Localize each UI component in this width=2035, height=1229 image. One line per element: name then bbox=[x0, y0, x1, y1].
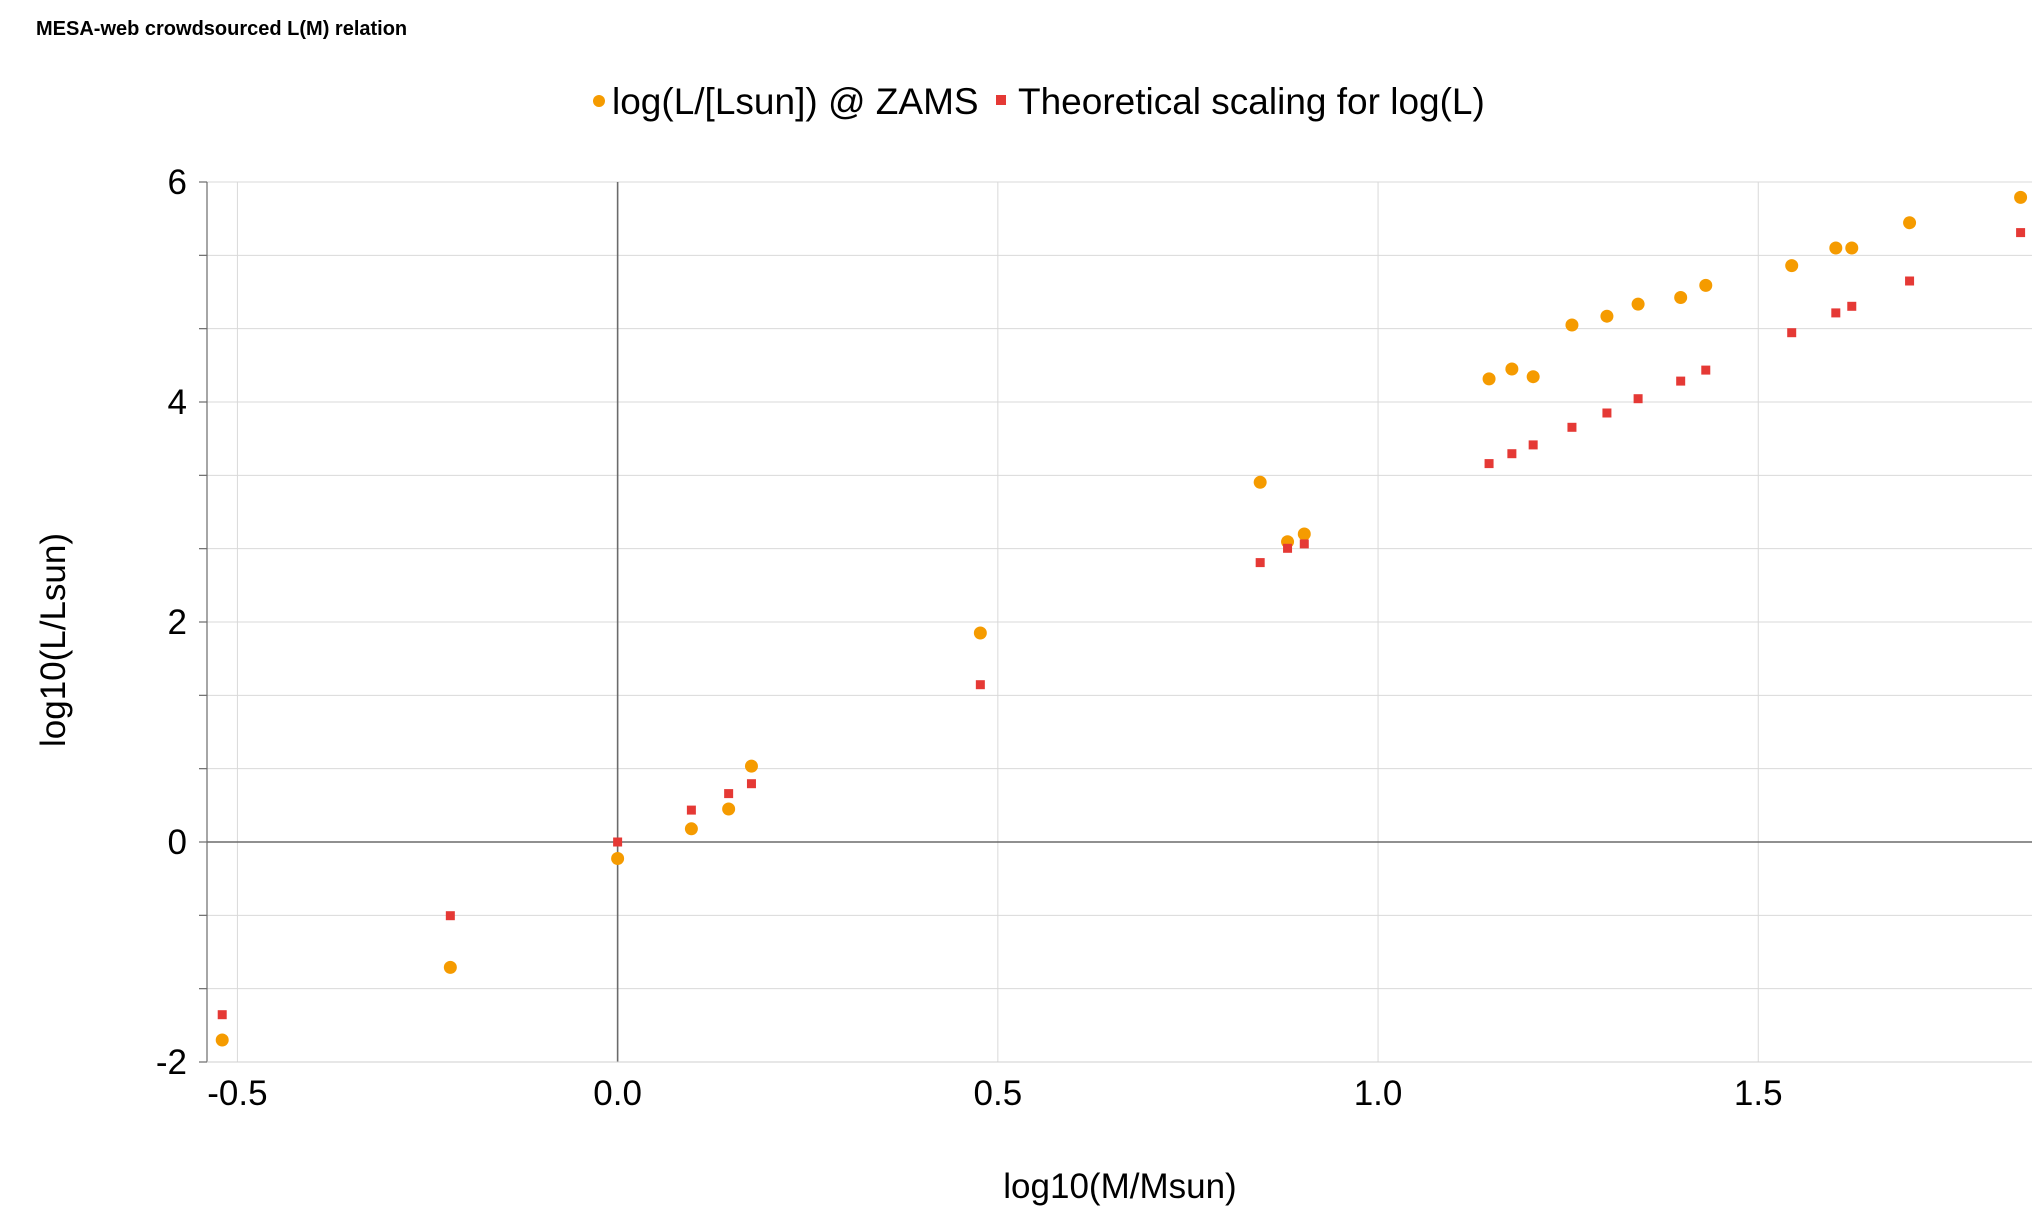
chart-title: MESA-web crowdsourced L(M) relation bbox=[36, 18, 407, 40]
data-point-zams bbox=[1297, 527, 1311, 541]
tick-labels: -2 0 2 4 6 -0.5 0.0 0.5 1.0 1.5 bbox=[156, 163, 1783, 1113]
data-point-zams bbox=[1631, 297, 1645, 311]
x-tick-label: 1.5 bbox=[1734, 1074, 1783, 1113]
data-point-theory bbox=[1528, 440, 1538, 450]
data-point-theory bbox=[1847, 301, 1857, 311]
data-point-theory bbox=[1299, 539, 1309, 549]
y-tick-label: 0 bbox=[168, 823, 187, 862]
data-point-zams bbox=[1526, 370, 1540, 384]
data-point-zams bbox=[2014, 190, 2028, 204]
data-point-theory bbox=[217, 1010, 227, 1020]
axes bbox=[199, 181, 2032, 1063]
y-tick-label: 6 bbox=[168, 163, 187, 202]
y-tick-label: -2 bbox=[156, 1043, 187, 1082]
data-point-zams bbox=[1565, 318, 1579, 332]
x-tick-label: 0.0 bbox=[593, 1074, 642, 1113]
data-point-theory bbox=[613, 837, 623, 847]
data-point-zams bbox=[1600, 309, 1614, 323]
data-point-theory bbox=[2016, 228, 2026, 238]
data-point-theory bbox=[1905, 276, 1915, 286]
data-point-zams bbox=[1674, 291, 1688, 304]
grid-lines bbox=[207, 181, 2032, 1063]
data-point-theory bbox=[686, 805, 696, 815]
data-point-theory bbox=[1602, 408, 1612, 418]
data-point-theory bbox=[1676, 376, 1686, 386]
data-point-theory bbox=[1831, 308, 1841, 318]
data-point-theory bbox=[1633, 394, 1643, 404]
x-tick-label: -0.5 bbox=[207, 1074, 267, 1113]
data-point-zams bbox=[684, 822, 698, 836]
data-point-theory bbox=[724, 789, 734, 799]
data-point-zams bbox=[443, 960, 457, 974]
x-tick-label: 0.5 bbox=[974, 1074, 1023, 1113]
y-tick-label: 2 bbox=[168, 603, 187, 642]
data-point-zams bbox=[215, 1033, 229, 1047]
data-point-zams bbox=[611, 852, 625, 865]
x-tick-label: 1.0 bbox=[1354, 1074, 1403, 1113]
data-point-zams bbox=[973, 626, 987, 640]
data-point-zams bbox=[1505, 362, 1519, 376]
legend: log(L/[Lsun]) @ ZAMS Theoretical scaling… bbox=[593, 81, 1485, 122]
data-points bbox=[215, 190, 2028, 1047]
legend-label-zams: log(L/[Lsun]) @ ZAMS bbox=[612, 81, 979, 122]
legend-marker-zams bbox=[593, 95, 605, 107]
legend-label-theory: Theoretical scaling for log(L) bbox=[1018, 81, 1485, 122]
y-tick-label: 4 bbox=[168, 383, 187, 422]
data-point-theory bbox=[1283, 543, 1293, 553]
x-axis-title: log10(M/Msun) bbox=[1003, 1167, 1236, 1206]
data-point-theory bbox=[975, 680, 985, 690]
data-point-theory bbox=[746, 779, 756, 789]
data-point-theory bbox=[1484, 459, 1494, 469]
data-point-theory bbox=[1507, 449, 1517, 459]
y-axis-title: log10(L/Lsun) bbox=[34, 533, 73, 747]
data-point-zams bbox=[744, 759, 758, 773]
data-point-zams bbox=[1482, 372, 1496, 386]
data-point-theory bbox=[1701, 365, 1711, 375]
data-point-zams bbox=[1829, 241, 1843, 255]
data-point-theory bbox=[445, 911, 455, 921]
data-point-zams bbox=[1253, 475, 1267, 489]
legend-marker-theory bbox=[996, 95, 1006, 105]
data-point-theory bbox=[1787, 328, 1797, 338]
data-point-zams bbox=[722, 802, 736, 816]
data-point-zams bbox=[1845, 241, 1859, 255]
data-point-zams bbox=[1699, 278, 1713, 292]
data-point-theory bbox=[1255, 558, 1265, 568]
data-point-zams bbox=[1785, 259, 1799, 273]
data-point-theory bbox=[1567, 422, 1577, 432]
data-point-zams bbox=[1903, 216, 1917, 230]
